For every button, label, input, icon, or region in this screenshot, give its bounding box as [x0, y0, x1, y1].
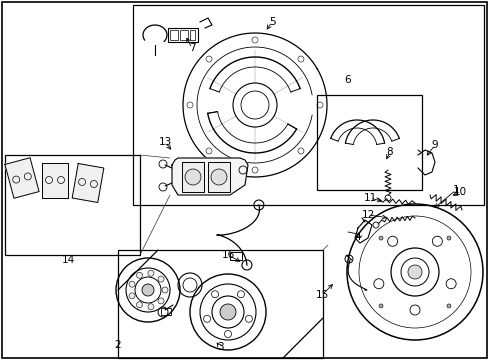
Bar	[5, 155, 140, 255]
Text: 4: 4	[354, 232, 361, 242]
Bar	[168, 28, 198, 42]
Polygon shape	[172, 158, 247, 195]
Text: 16: 16	[221, 250, 234, 260]
Polygon shape	[72, 163, 103, 202]
Bar	[190, 30, 195, 40]
Circle shape	[184, 169, 201, 185]
Circle shape	[148, 270, 154, 276]
Text: 14: 14	[61, 255, 75, 265]
Circle shape	[148, 304, 154, 310]
Text: 11: 11	[363, 193, 376, 203]
Circle shape	[136, 302, 142, 308]
Bar	[229, 252, 242, 260]
Bar	[133, 5, 483, 205]
Text: 7: 7	[188, 43, 195, 53]
Text: 8: 8	[386, 147, 392, 157]
Text: 9: 9	[431, 140, 437, 150]
Circle shape	[378, 304, 382, 308]
Circle shape	[162, 287, 168, 293]
Text: 13: 13	[158, 137, 171, 147]
Text: 3: 3	[216, 342, 223, 352]
Circle shape	[129, 281, 135, 287]
Circle shape	[142, 284, 154, 296]
Circle shape	[136, 272, 142, 278]
Bar	[161, 308, 171, 315]
Text: 12: 12	[361, 210, 374, 220]
Polygon shape	[5, 158, 39, 198]
Text: 5: 5	[268, 17, 275, 27]
Circle shape	[378, 236, 382, 240]
Text: 10: 10	[452, 187, 466, 197]
Circle shape	[210, 169, 226, 185]
Circle shape	[158, 298, 163, 304]
Bar	[170, 30, 178, 40]
Circle shape	[158, 276, 163, 282]
Circle shape	[129, 293, 135, 299]
Bar	[207, 162, 229, 192]
Circle shape	[446, 304, 450, 308]
Text: 15: 15	[315, 290, 328, 300]
Circle shape	[446, 236, 450, 240]
Text: 6: 6	[344, 75, 350, 85]
Bar	[182, 162, 203, 192]
Text: 1: 1	[452, 185, 458, 195]
Bar	[180, 30, 187, 40]
Circle shape	[407, 265, 421, 279]
Circle shape	[220, 304, 236, 320]
Bar	[118, 250, 323, 358]
Text: 2: 2	[115, 340, 121, 350]
Polygon shape	[42, 162, 68, 198]
Bar	[316, 95, 421, 190]
